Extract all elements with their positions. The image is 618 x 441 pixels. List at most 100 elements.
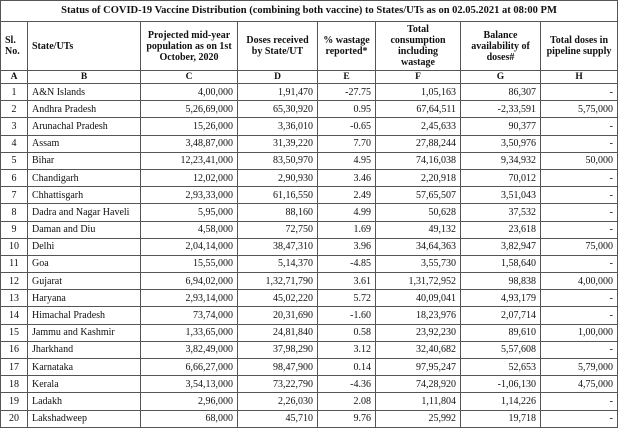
cell: 19 (0, 392, 28, 411)
cell: 74,28,920 (375, 375, 461, 394)
cell: 83,50,970 (237, 151, 318, 170)
cell: - (539, 340, 618, 360)
cell: 20,31,690 (237, 306, 318, 325)
cell: 38,47,310 (237, 237, 318, 256)
cell: 50,628 (375, 203, 461, 222)
column-header: Total doses in pipeline supply (539, 21, 618, 71)
cell: 8 (0, 203, 28, 222)
cell: 5 (0, 151, 28, 170)
column-header: Doses received by State/UT (237, 21, 318, 71)
cell: 4,00,000 (539, 272, 618, 291)
data-row: 18 Kerala 3,54,13,000 73,22,790 -4.36 74,28,9… (0, 375, 618, 394)
cell: 6 (0, 168, 28, 188)
cell: 98,838 (460, 272, 541, 291)
cell: Delhi (27, 237, 141, 256)
cell: 1,14,226 (460, 392, 541, 411)
data-row: 17 Karnataka 6,66,27,000 98,47,900 0.14 97,95… (0, 357, 618, 377)
cell: 57,65,507 (375, 186, 461, 205)
cell: Ladakh (27, 392, 141, 411)
cell: Haryana (27, 289, 141, 308)
cell: 70,012 (460, 168, 541, 188)
table-title: Status of COVID-19 Vaccine Distribution … (0, 0, 618, 22)
cell: Chhattisgarh (27, 186, 141, 205)
cell: 3.46 (317, 168, 376, 188)
cell: 15,55,000 (140, 254, 238, 274)
data-row: 19 Ladakh 2,96,000 2,26,030 2.08 1,11,804 1,14… (0, 392, 618, 411)
cell: 98,47,900 (237, 357, 318, 377)
cell: 5,95,000 (140, 203, 238, 222)
cell: 74,16,038 (375, 151, 461, 170)
cell: 3,51,043 (460, 186, 541, 205)
cell: 12 (0, 272, 28, 291)
cell: 18,23,976 (375, 306, 461, 325)
data-row: 11 Goa 15,55,000 5,14,370 -4.85 3,55,730 1,58,… (0, 254, 618, 274)
cell: 4.95 (317, 151, 376, 170)
cell: -1,06,130 (460, 375, 541, 394)
cell: 15,26,000 (140, 117, 238, 136)
column-header: Balance availability of doses# (460, 21, 541, 71)
cell: Kerala (27, 375, 141, 394)
cell: - (539, 254, 618, 274)
cell: 5,75,000 (539, 100, 618, 119)
cell: 50,000 (539, 151, 618, 170)
cell: Assam (27, 134, 141, 153)
data-row: 5 Bihar 12,23,41,000 83,50,970 4.95 74,16,038… (0, 151, 618, 170)
cell: 14 (0, 306, 28, 325)
cell: 5,26,69,000 (140, 100, 238, 119)
cell: 23,92,230 (375, 323, 461, 342)
cell: Chandigarh (27, 168, 141, 188)
cell: 2,90,930 (237, 168, 318, 188)
cell: 88,160 (237, 203, 318, 222)
cell: 1,11,804 (375, 392, 461, 411)
cell: 2,04,14,000 (140, 237, 238, 256)
cell: 11 (0, 254, 28, 274)
cell: 1,00,000 (539, 323, 618, 342)
title-row: Status of COVID-19 Vaccine Distribution … (0, 0, 618, 22)
cell: 45,02,220 (237, 289, 318, 308)
cell: 3,54,13,000 (140, 375, 238, 394)
cell: -2,33,591 (460, 100, 541, 119)
cell: 1.69 (317, 220, 376, 239)
cell: 5,57,608 (460, 340, 541, 360)
cell: - (539, 168, 618, 188)
cell: - (539, 134, 618, 153)
cell: 1,91,470 (237, 82, 318, 102)
cell: 75,000 (539, 237, 618, 256)
cell: 86,307 (460, 82, 541, 102)
cell: 3 (0, 117, 28, 136)
cell: 23,618 (460, 220, 541, 239)
cell: 17 (0, 357, 28, 377)
data-row: 6 Chandigarh 12,02,000 2,90,930 3.46 2,20,918… (0, 168, 618, 188)
cell: Jammu and Kashmir (27, 323, 141, 342)
cell: 2.49 (317, 186, 376, 205)
data-row: 13 Haryana 2,93,14,000 45,02,220 5.72 40,09,0… (0, 289, 618, 308)
cell: 3,55,730 (375, 254, 461, 274)
cell: 72,750 (237, 220, 318, 239)
cell: Gujarat (27, 272, 141, 291)
data-row: 7 Chhattisgarh 2,93,33,000 61,16,550 2.49 57,… (0, 186, 618, 205)
cell: 3,82,947 (460, 237, 541, 256)
data-row: 4 Assam 3,48,87,000 31,39,220 7.70 27,88,244 3… (0, 134, 618, 153)
cell: 4.99 (317, 203, 376, 222)
cell: 2,20,918 (375, 168, 461, 188)
cell: 61,16,550 (237, 186, 318, 205)
cell: 1,05,163 (375, 82, 461, 102)
cell: 52,653 (460, 357, 541, 377)
cell: 4 (0, 134, 28, 153)
table-body: Status of COVID-19 Vaccine Distribution … (0, 0, 618, 428)
data-row: 2 Andhra Pradesh 5,26,69,000 65,30,920 0.95 6… (0, 100, 618, 119)
cell: 89,610 (460, 323, 541, 342)
cell: 9.76 (317, 409, 376, 428)
cell: Goa (27, 254, 141, 274)
cell: 5.72 (317, 289, 376, 308)
cell: -0.65 (317, 117, 376, 136)
cell: 2,45,633 (375, 117, 461, 136)
cell: 2,93,33,000 (140, 186, 238, 205)
cell: 27,88,244 (375, 134, 461, 153)
cell: 18 (0, 375, 28, 394)
cell: 1 (0, 82, 28, 102)
cell: 73,22,790 (237, 375, 318, 394)
header-row: Sl. No. State/UTs Projected mid-year popul… (0, 21, 618, 71)
cell: 3,82,49,000 (140, 340, 238, 360)
